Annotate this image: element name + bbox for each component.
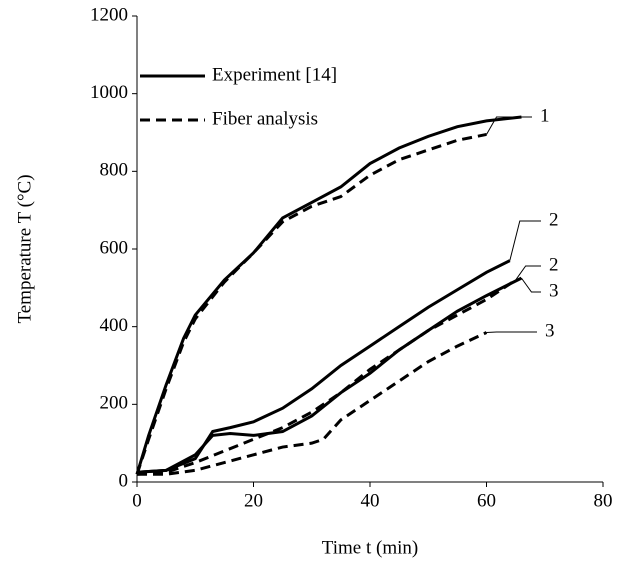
curve-label: 2 bbox=[549, 209, 559, 230]
leader-line bbox=[521, 277, 541, 293]
leader-line bbox=[509, 220, 541, 261]
y-tick-label: 200 bbox=[100, 393, 129, 414]
legend-label: Experiment [14] bbox=[212, 64, 337, 85]
x-tick-label: 60 bbox=[477, 490, 496, 511]
y-tick-label: 400 bbox=[100, 315, 129, 336]
x-tick-label: 0 bbox=[132, 490, 142, 511]
curve-label: 3 bbox=[545, 320, 555, 341]
curve-label: 1 bbox=[540, 105, 550, 126]
legend-label: Fiber analysis bbox=[212, 108, 318, 129]
curve-label: 3 bbox=[549, 280, 559, 301]
x-tick-label: 20 bbox=[244, 490, 263, 511]
x-tick-label: 40 bbox=[361, 490, 380, 511]
leader-line bbox=[515, 265, 541, 281]
x-axis-label: Time t (min) bbox=[322, 537, 418, 558]
series-line bbox=[135, 115, 522, 475]
y-tick-label: 600 bbox=[100, 237, 129, 258]
y-tick-label: 0 bbox=[119, 470, 129, 491]
y-tick-label: 1000 bbox=[90, 82, 128, 103]
curve-label: 2 bbox=[549, 254, 559, 275]
y-tick-label: 800 bbox=[100, 160, 129, 181]
series-line bbox=[136, 259, 511, 474]
y-axis-label: Temperature T (°C) bbox=[14, 174, 35, 323]
leader-line bbox=[486, 116, 532, 135]
y-tick-label: 1200 bbox=[90, 4, 128, 25]
series-line bbox=[136, 276, 523, 474]
series-line bbox=[135, 132, 487, 475]
x-tick-label: 80 bbox=[594, 490, 613, 511]
series-line bbox=[137, 331, 488, 476]
series-line bbox=[136, 278, 517, 476]
